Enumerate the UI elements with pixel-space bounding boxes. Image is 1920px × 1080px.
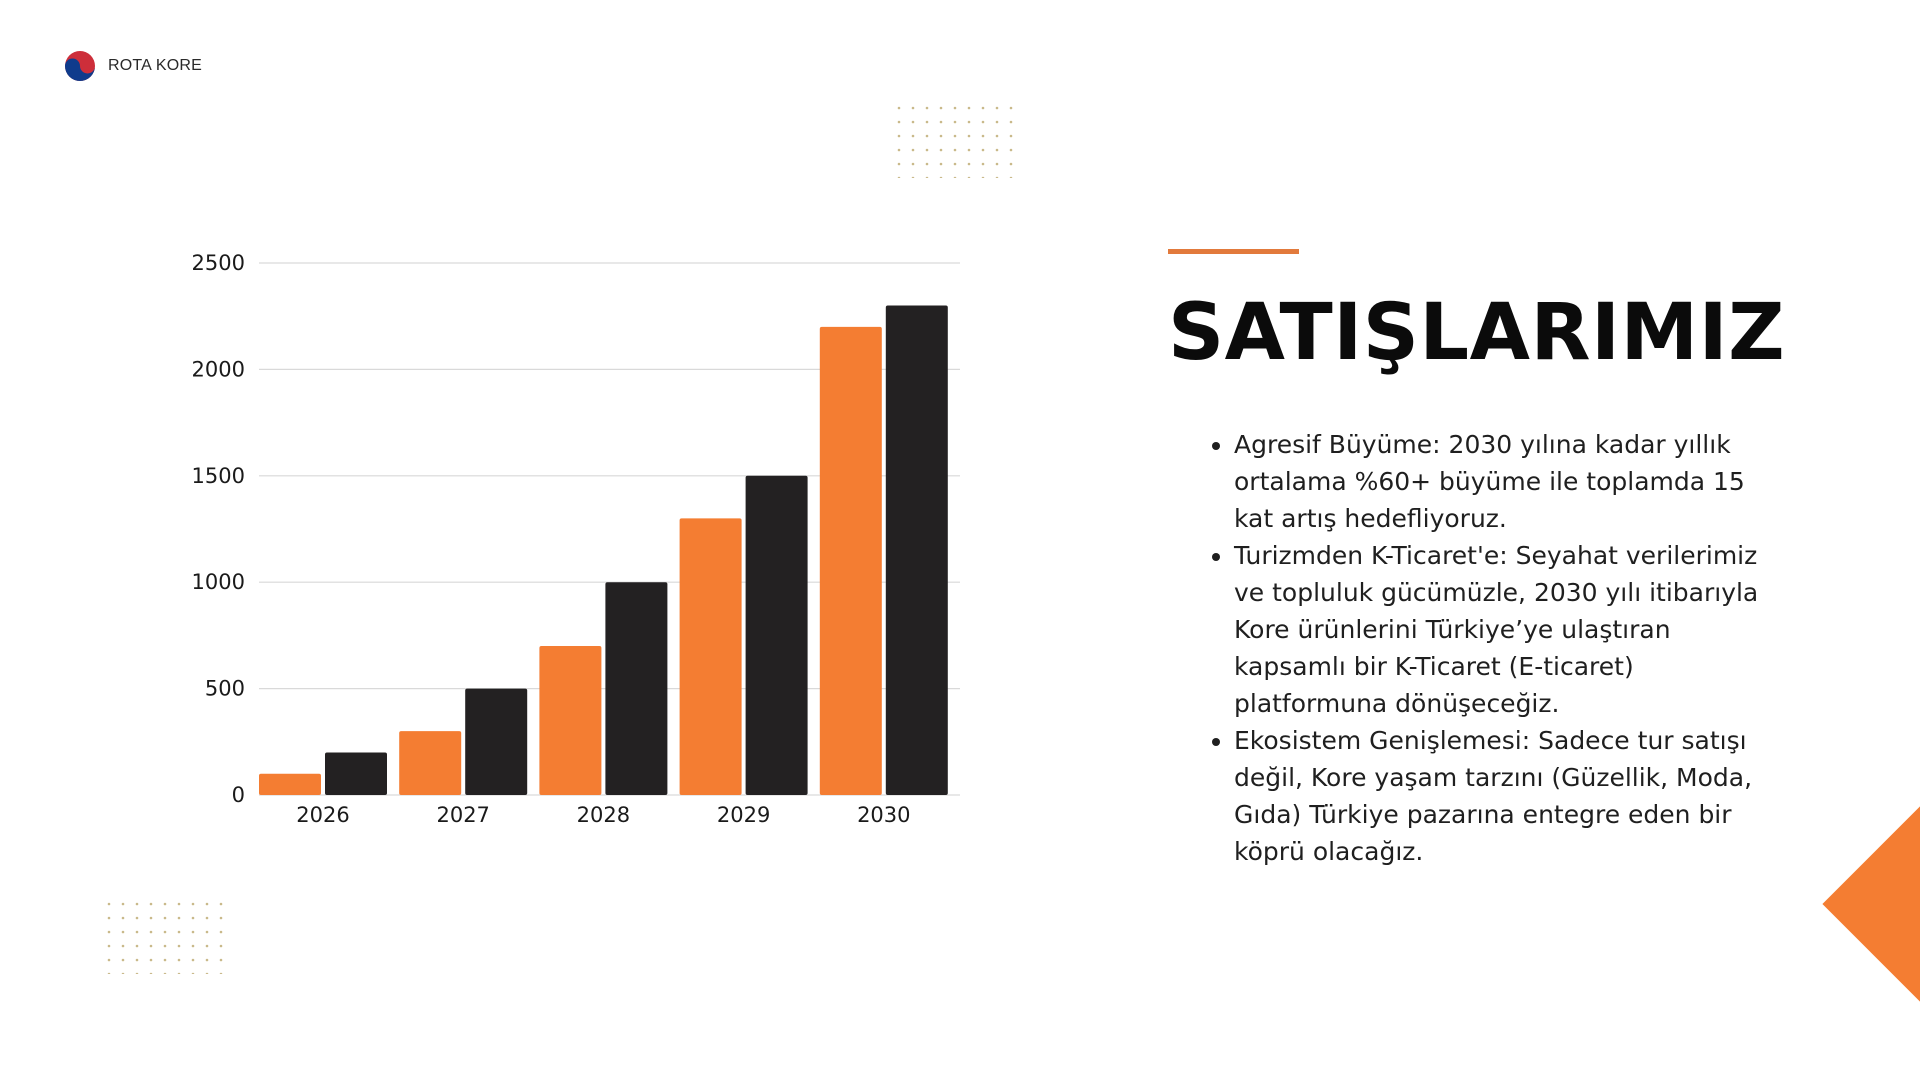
dot-pattern-bottom: [107, 902, 233, 974]
bar-2029-series-2: [745, 475, 808, 795]
x-tick-label: 2029: [717, 803, 770, 827]
x-tick-label: 2027: [436, 803, 489, 827]
accent-rule: [1168, 249, 1299, 254]
bar-2026-series-1: [259, 773, 321, 795]
bar-2029-series-1: [679, 518, 742, 795]
bar-2026-series-2: [325, 752, 387, 795]
bar-2027-series-1: [399, 731, 462, 795]
bar-2028-series-1: [539, 646, 602, 795]
chart-canvas: 0 500 1000 1500 2000 2500 2026 2027 2028 2029 2030: [192, 251, 960, 827]
corner-diamond-decoration: [1822, 806, 1920, 1002]
bar-2027-series-2: [465, 688, 528, 795]
y-tick-label: 1500: [192, 464, 245, 488]
x-tick-label: 2030: [857, 803, 910, 827]
brand: ROTA KORE: [64, 50, 202, 82]
bullet-list: Agresif Büyüme: 2030 yılına kadar yıllık…: [1208, 426, 1774, 870]
y-tick-label: 2000: [192, 357, 245, 381]
x-tick-label: 2026: [296, 803, 349, 827]
bullet-item: Ekosistem Genişlemesi: Sadece tur satışı…: [1234, 722, 1774, 870]
dot-pattern-top: [897, 106, 1023, 178]
bar-2030-series-1: [819, 326, 882, 795]
x-tick-label: 2028: [577, 803, 630, 827]
sales-bar-chart: 0 500 1000 1500 2000 2500 2026 2027 2028 2029 2030: [160, 240, 980, 840]
bullet-item: Turizmden K-Ticaret'e: Seyahat verilerim…: [1234, 537, 1774, 722]
y-tick-label: 2500: [192, 251, 245, 275]
brand-name: ROTA KORE: [108, 57, 202, 74]
bar-2030-series-2: [885, 305, 948, 795]
y-tick-label: 500: [205, 677, 245, 701]
y-tick-label: 0: [232, 783, 245, 807]
page-title: SATIŞLARIMIZ: [1168, 288, 1786, 378]
bar-2028-series-2: [605, 582, 668, 795]
y-tick-label: 1000: [192, 570, 245, 594]
bullet-item: Agresif Büyüme: 2030 yılına kadar yıllık…: [1234, 426, 1774, 537]
taegeuk-icon: [65, 51, 95, 81]
